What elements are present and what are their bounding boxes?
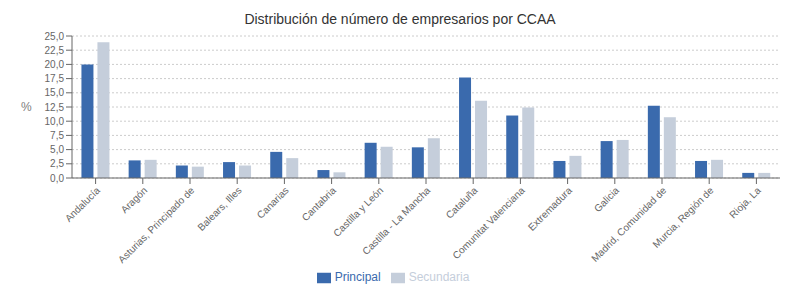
svg-text:%: %: [21, 100, 32, 114]
svg-text:20,0: 20,0: [45, 59, 65, 70]
svg-text:Comunitat Valenciana: Comunitat Valenciana: [450, 184, 527, 261]
svg-text:Asturias, Principado de: Asturias, Principado de: [116, 184, 197, 265]
svg-text:Cantabria: Cantabria: [300, 184, 339, 223]
html-text:Distribución de número de empr: Distribución de número de empresarios po…: [244, 11, 556, 27]
svg-text:12,5: 12,5: [45, 102, 65, 113]
svg-text:Cataluña: Cataluña: [444, 184, 480, 220]
svg-text:Balears, Illes: Balears, Illes: [195, 185, 243, 233]
svg-text:25,0: 25,0: [45, 31, 65, 42]
svg-text:0,0: 0,0: [50, 173, 64, 184]
svg-text:Castilla - La Mancha: Castilla - La Mancha: [360, 184, 433, 257]
svg-text:15,0: 15,0: [45, 87, 65, 98]
svg-text:Andalucía: Andalucía: [63, 184, 103, 224]
svg-text:10,0: 10,0: [45, 116, 65, 127]
svg-text:17,5: 17,5: [45, 73, 65, 84]
svg-text:Canarias: Canarias: [255, 185, 291, 221]
svg-text:Madrid, Comunidad de: Madrid, Comunidad de: [589, 184, 669, 264]
svg-text:Rioja, La: Rioja, La: [727, 184, 763, 220]
svg-text:Castilla y León: Castilla y León: [331, 185, 385, 239]
html-text:Principal: Principal: [334, 270, 381, 284]
svg-text:22,5: 22,5: [45, 45, 65, 56]
svg-text:Galicia: Galicia: [592, 184, 622, 214]
svg-text:5,0: 5,0: [50, 144, 64, 155]
svg-text:Extremadura: Extremadura: [526, 184, 575, 233]
svg-text:7,5: 7,5: [50, 130, 64, 141]
svg-text:Murcia, Región de: Murcia, Región de: [650, 184, 715, 249]
html-text:Secundaria: Secundaria: [408, 270, 470, 284]
svg-text:2,5: 2,5: [50, 158, 64, 169]
svg-text:Aragón: Aragón: [119, 185, 150, 216]
